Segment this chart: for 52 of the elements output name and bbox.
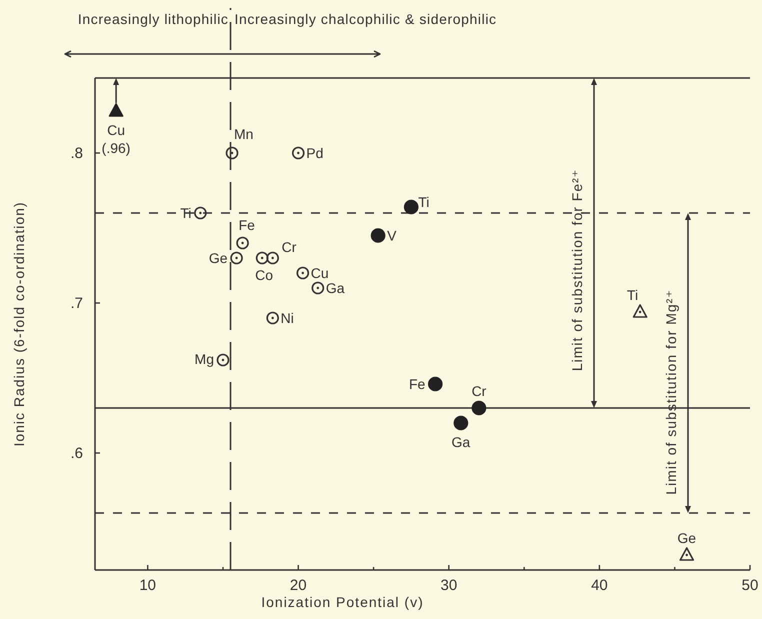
point [454,416,468,430]
x-tick-label: 10 [139,577,156,594]
annotation: V [387,228,398,244]
x-tick-label: 40 [591,577,608,594]
annotation: Ga [326,280,345,296]
point [428,376,443,392]
annotation: Ge [677,530,696,546]
annotation: Fe [238,217,256,233]
point [370,228,386,243]
y-axis-title: Ionic Radius (6-fold co-ordination) [11,201,27,447]
point [230,252,243,264]
y-tick-label: .8 [70,145,83,162]
point [236,236,249,250]
annotation: Ga [452,434,470,450]
annotation: Ni [280,310,294,326]
point [292,146,305,160]
annotation: Mg [194,351,214,367]
annotation: Cr [472,383,487,399]
annotation: Ti [418,194,430,210]
annotation: Limit of substitution for Fe²⁺ [569,168,585,372]
point [632,304,648,318]
annotation: Cu [310,265,329,281]
y-tick-label: .6 [70,445,83,462]
point [679,547,694,561]
point [194,206,207,220]
text: Increasingly chalcophilic & siderophilic [234,11,497,27]
point [266,252,279,264]
annotation: (.96) [102,140,130,156]
point [266,312,279,324]
text: Increasingly lithophilic [78,11,229,27]
x-tick-label: 20 [290,577,307,594]
annotation: Ge [208,250,228,266]
annotation: Pd [306,145,324,161]
point [404,200,419,214]
x-axis-title: Ionization Potential (v) [261,594,424,610]
point [296,266,310,280]
point [312,282,324,294]
annotation: Cu [107,122,126,138]
x-tick-label: 30 [440,577,458,594]
point [216,354,230,366]
point [472,400,486,416]
annotation: Co [255,267,274,283]
annotation: Cr [282,239,297,255]
point [226,146,238,160]
x-tick-label: 50 [742,577,758,594]
annotation: Ti [626,287,638,303]
annotation: Limit of substitution for Mg²⁺ [663,289,679,495]
annotation: Mn [234,126,254,142]
point [256,252,268,264]
y-tick-label: .7 [70,295,83,312]
annotation: Fe [408,376,426,392]
point [108,103,124,117]
